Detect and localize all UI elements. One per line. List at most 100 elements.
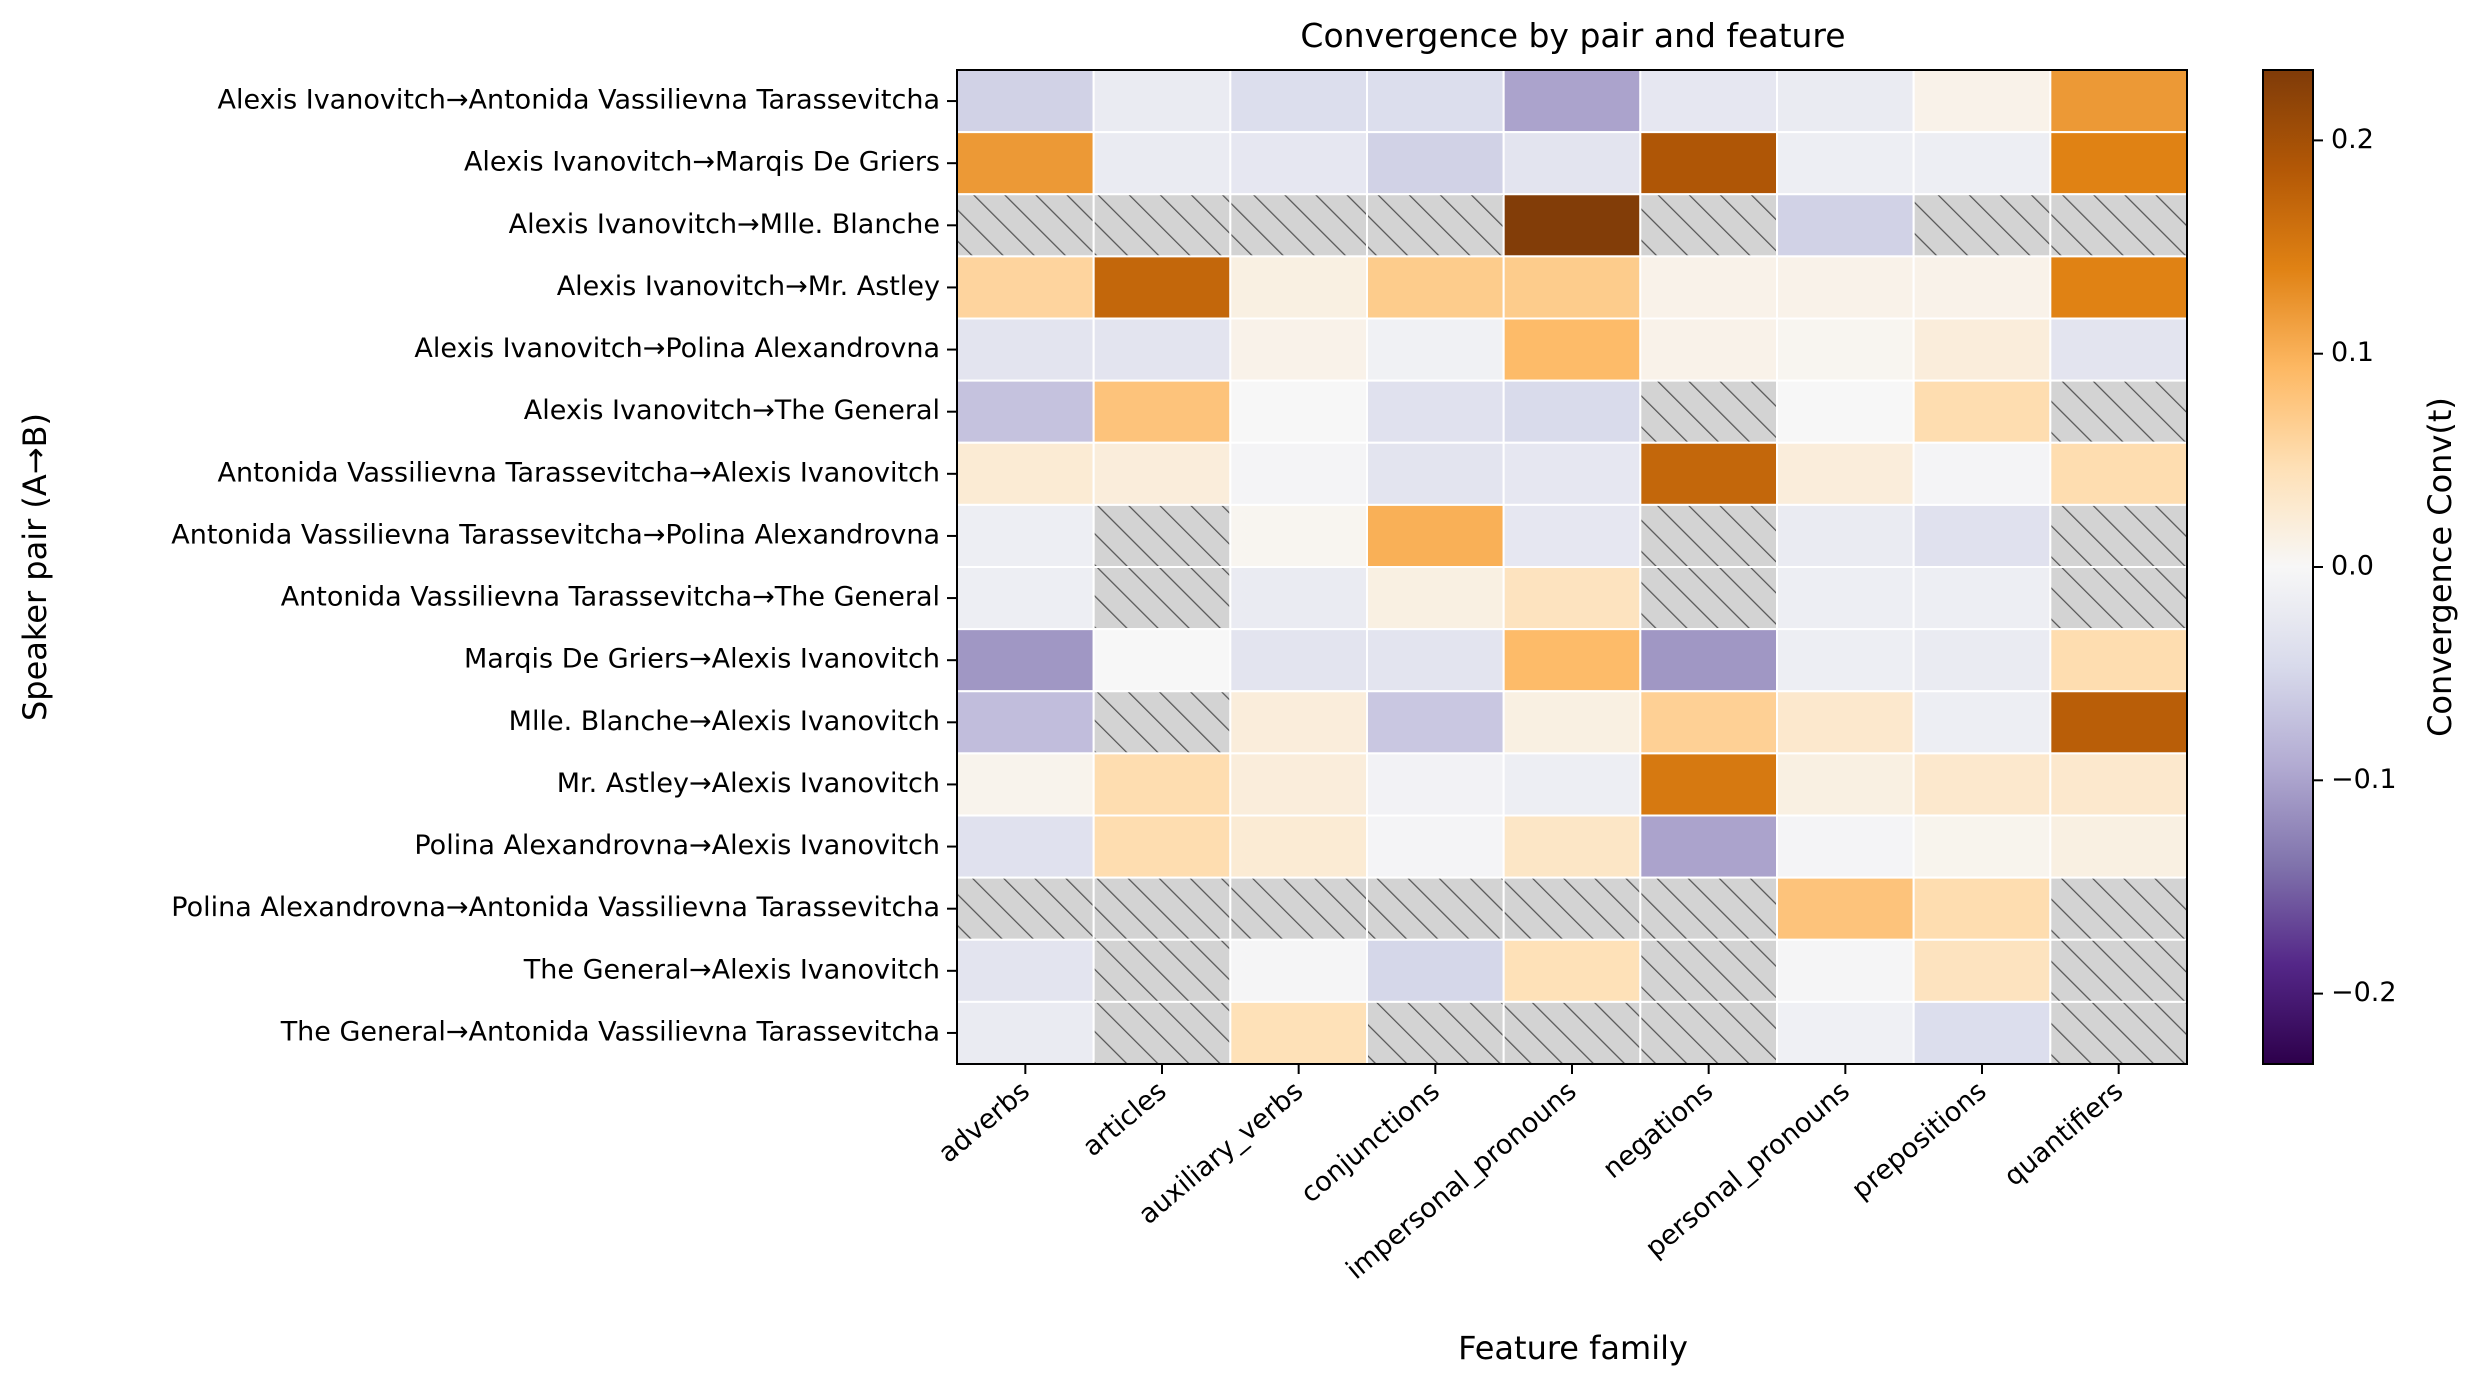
heatmap-cell — [1366, 690, 1505, 755]
heatmap-cell — [956, 503, 1095, 568]
heatmap-cell — [1229, 1000, 1369, 1065]
heatmap-cell — [1776, 69, 1915, 134]
heatmap-cell — [1092, 752, 1232, 817]
y-tick-label: Alexis Ivanovitch→Mr. Astley — [557, 271, 940, 302]
heatmap-cell — [1502, 938, 1642, 1003]
y-tick-label: Alexis Ivanovitch→Mlle. Blanche — [509, 209, 940, 240]
heatmap-cell-missing — [1639, 1000, 1779, 1065]
heatmap-cell — [1502, 628, 1642, 693]
heatmap-cell-missing — [1092, 1000, 1232, 1065]
heatmap-cell — [2049, 441, 2188, 506]
colorbar-tick-label: −0.1 — [2331, 764, 2397, 795]
heatmap-cell — [1366, 628, 1505, 693]
heatmap-cell — [1639, 628, 1779, 693]
heatmap-cell — [956, 379, 1095, 444]
y-tick-label: Alexis Ivanovitch→Marqis De Griers — [464, 147, 940, 178]
heatmap-cell — [1502, 69, 1642, 134]
heatmap-cell — [1366, 752, 1505, 817]
heatmap-cell — [1912, 317, 2052, 382]
heatmap-cell-missing — [1092, 938, 1232, 1003]
heatmap-cell — [1366, 441, 1505, 506]
heatmap-cell — [1912, 255, 2052, 320]
heatmap-cell — [1639, 814, 1779, 879]
heatmap-cell — [1912, 938, 2052, 1003]
heatmap-cell — [1776, 379, 1915, 444]
heatmap-cell — [956, 69, 1095, 134]
heatmap-cell — [1912, 131, 2052, 196]
heatmap-cell — [1776, 752, 1915, 817]
x-tick-label: articles — [1077, 1076, 1173, 1163]
heatmap-cell — [1502, 503, 1642, 568]
heatmap-cell — [956, 814, 1095, 879]
colorbar-tick-label: −0.2 — [2331, 977, 2397, 1008]
heatmap-cell — [1776, 628, 1915, 693]
heatmap-cell — [1092, 814, 1232, 879]
heatmap-cell — [1502, 752, 1642, 817]
heatmap-cell — [956, 690, 1095, 755]
heatmap-cell — [1502, 255, 1642, 320]
heatmap-cell — [1639, 255, 1779, 320]
heatmap-cell-missing — [1502, 876, 1642, 941]
heatmap-cell — [1092, 255, 1232, 320]
heatmap-cell — [956, 628, 1095, 693]
heatmap-cell — [1502, 690, 1642, 755]
heatmap-cell — [1502, 814, 1642, 879]
heatmap-cell — [956, 131, 1095, 196]
chart-title: Convergence by pair and feature — [1300, 16, 1845, 55]
heatmap-cell — [1639, 131, 1779, 196]
heatmap-cell — [1776, 938, 1915, 1003]
y-tick-label: Antonida Vassilievna Tarassevitcha→The G… — [281, 582, 940, 613]
heatmap-cell-missing — [2049, 503, 2188, 568]
heatmap-cell-missing — [2049, 379, 2188, 444]
colorbar-label: Convergence Conv(t) — [2421, 397, 2459, 737]
heatmap-cell — [956, 566, 1095, 631]
heatmap-cell-missing — [2049, 566, 2188, 631]
heatmap-cell — [1912, 876, 2052, 941]
y-tick-label: Alexis Ivanovitch→Polina Alexandrovna — [414, 333, 940, 364]
heatmap-cell — [1366, 69, 1505, 134]
heatmap-cell — [1776, 690, 1915, 755]
heatmap-cell — [1776, 441, 1915, 506]
heatmap-cell — [1366, 814, 1505, 879]
heatmap-cell — [1912, 503, 2052, 568]
heatmap-cell-missing — [1229, 193, 1369, 258]
heatmap-cell — [1366, 317, 1505, 382]
heatmap-cell — [1912, 628, 2052, 693]
y-tick-label: Antonida Vassilievna Tarassevitcha→Polin… — [171, 519, 940, 550]
heatmap-cell — [1912, 441, 2052, 506]
heatmap-cell — [956, 938, 1095, 1003]
heatmap-cell-missing — [1639, 876, 1779, 941]
x-tick-label: conjunctions — [1295, 1076, 1446, 1210]
x-axis-label: Feature family — [1458, 1329, 1688, 1367]
heatmap-cell-missing — [1639, 379, 1779, 444]
heatmap-cell — [1229, 131, 1369, 196]
y-tick-label: Alexis Ivanovitch→Antonida Vassilievna T… — [218, 85, 941, 116]
heatmap-cell — [1502, 193, 1642, 258]
heatmap-cell-missing — [1229, 876, 1369, 941]
heatmap-cell — [1229, 752, 1369, 817]
heatmap-cell — [956, 752, 1095, 817]
heatmap-cell — [1092, 317, 1232, 382]
heatmap-cell — [1776, 876, 1915, 941]
heatmap-cell — [2049, 690, 2188, 755]
y-tick-label: Marqis De Griers→Alexis Ivanovitch — [464, 644, 940, 675]
heatmap-cell-missing — [1092, 193, 1232, 258]
heatmap-cell — [956, 441, 1095, 506]
heatmap-cell-missing — [2049, 1000, 2188, 1065]
heatmap-cell — [1776, 1000, 1915, 1065]
heatmap-cell — [1229, 379, 1369, 444]
y-tick-label: Mr. Astley→Alexis Ivanovitch — [557, 768, 940, 799]
heatmap-cell — [1366, 503, 1505, 568]
heatmap-cell — [1229, 814, 1369, 879]
heatmap-cell — [1502, 441, 1642, 506]
heatmap-cell — [1229, 317, 1369, 382]
heatmap-cell-missing — [2049, 193, 2188, 258]
heatmap-cell — [1639, 690, 1779, 755]
heatmap-cell — [1366, 938, 1505, 1003]
colorbar-tick-label: 0.2 — [2331, 124, 2374, 155]
heatmap-cell-missing — [2049, 876, 2188, 941]
heatmap-cell — [1776, 814, 1915, 879]
heatmap-cell — [2049, 814, 2188, 879]
x-tick-label: adverbs — [933, 1076, 1036, 1170]
